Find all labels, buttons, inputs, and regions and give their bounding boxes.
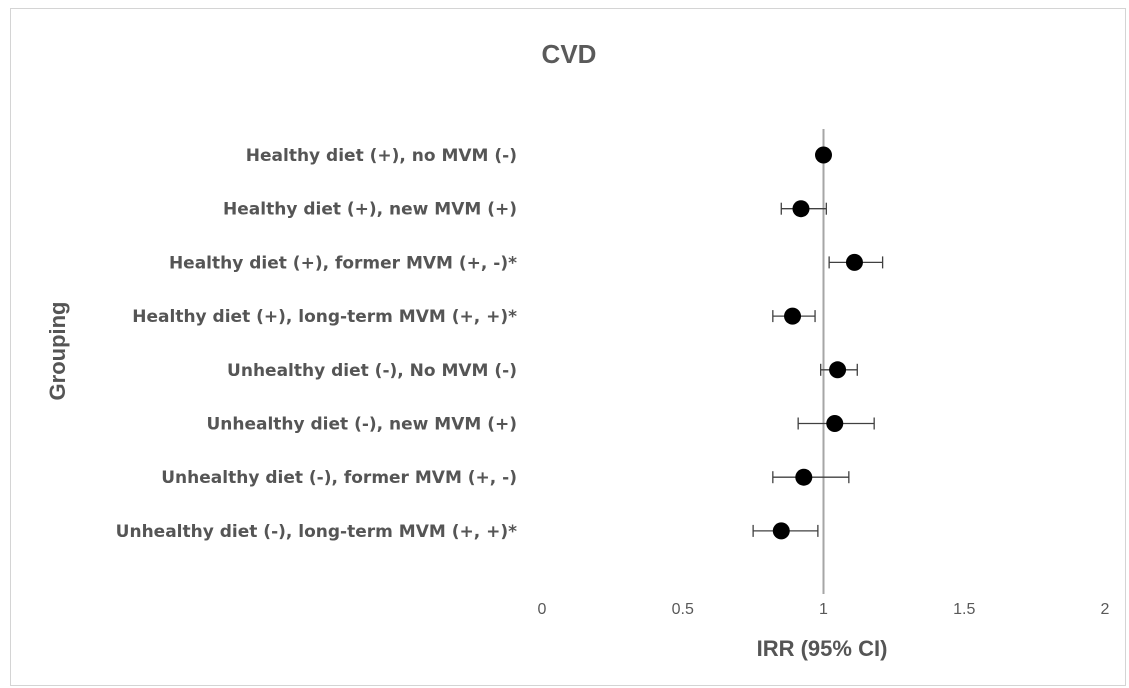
error-bars [752, 202, 884, 537]
data-point [826, 415, 844, 432]
category-label: Unhealthy diet (-), long-term MVM (+, +)… [116, 522, 517, 542]
data-point [792, 200, 810, 218]
x-tick-label: 0 [538, 601, 547, 618]
data-point [829, 361, 847, 379]
x-axis-title: IRR (95% CI) [757, 636, 888, 661]
x-tick-label: 1.5 [953, 601, 975, 618]
data-point [784, 307, 802, 325]
x-tick-label: 1 [819, 601, 828, 618]
category-labels: Healthy diet (+), no MVM (-) Healthy diet… [116, 146, 517, 542]
x-tick-label: 0.5 [672, 601, 694, 618]
category-label: Unhealthy diet (-), No MVM (-) [227, 361, 517, 381]
data-point [772, 522, 790, 540]
x-tick-label: 2 [1101, 601, 1110, 618]
category-label: Healthy diet (+), new MVM (+) [223, 200, 517, 220]
category-label: Unhealthy diet (-), former MVM (+, -) [161, 468, 517, 488]
data-point [845, 253, 863, 271]
category-label: Unhealthy diet (-), new MVM (+) [206, 415, 517, 435]
category-label: Healthy diet (+), no MVM (-) [246, 146, 517, 166]
chart-title: CVD [542, 39, 597, 69]
y-axis-title: Grouping [45, 302, 70, 401]
x-tick-labels: 0 0.5 1 1.5 2 [538, 601, 1110, 618]
data-point [815, 146, 832, 164]
data-point [795, 468, 813, 486]
forest-plot: CVD Grouping IRR (95% CI) Healthy diet (… [45, 39, 1110, 661]
chart-frame: CVD Grouping IRR (95% CI) Healthy diet (… [10, 8, 1126, 686]
category-label: Healthy diet (+), long-term MVM (+, +)* [132, 307, 517, 327]
category-label: Healthy diet (+), former MVM (+, -)* [169, 253, 517, 273]
data-points [772, 146, 863, 540]
